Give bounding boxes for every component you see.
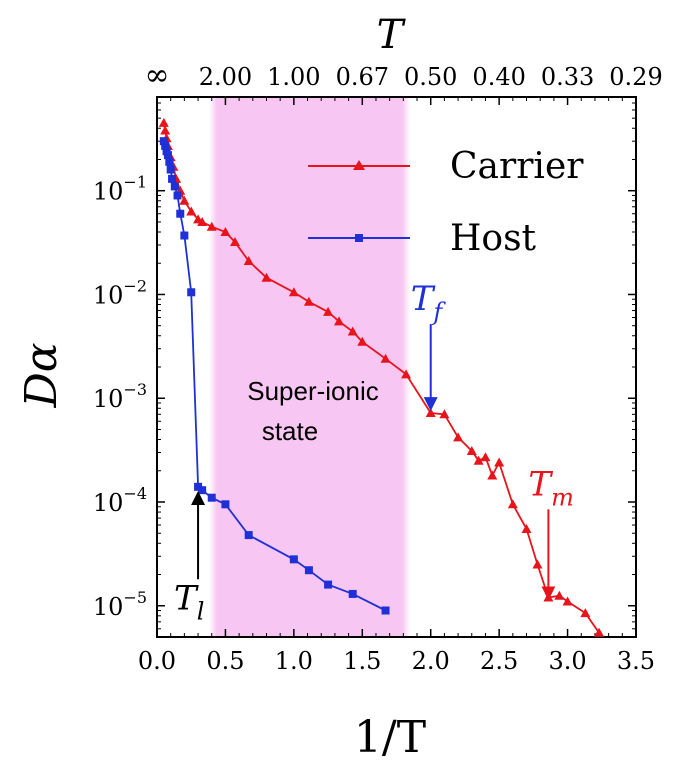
top-tick-label: 2.00: [199, 63, 252, 91]
point-carrier: [220, 227, 231, 236]
series-layer: [158, 117, 605, 637]
top-tick-label: 0.50: [404, 63, 457, 91]
point-carrier: [357, 336, 368, 346]
point-carrier: [439, 409, 450, 419]
x-axis-label: 1/T: [354, 712, 426, 763]
top-tick-label: 0.67: [336, 63, 389, 91]
annotations: Tl Tf Tm: [174, 279, 574, 625]
top-tick-label: 1.00: [267, 63, 320, 91]
top-axis-ticks: ∞ 2.00 1.00 0.67 0.50 0.40 0.33 0.29: [145, 58, 663, 105]
point-carrier: [480, 452, 491, 462]
legend-marker-carrier: [353, 160, 365, 170]
point-host: [348, 589, 357, 598]
point-carrier: [261, 272, 272, 282]
y-axis-ticks: 10−5 10−4 10−3 10−2 10−1: [93, 96, 636, 630]
point-carrier: [473, 455, 484, 465]
point-host: [163, 151, 172, 160]
point-host: [168, 174, 177, 183]
point-carrier: [158, 117, 169, 127]
legend-label-carrier: Carrier: [450, 146, 584, 187]
point-carrier: [186, 206, 197, 216]
point-carrier: [594, 627, 605, 637]
x-tick-label: 2.0: [412, 647, 450, 675]
point-carrier: [494, 457, 505, 467]
top-tick-label: 0.40: [472, 63, 525, 91]
y-tick-label: 10−1: [93, 173, 147, 206]
y-tick-label: 10−3: [93, 380, 147, 413]
point-host: [161, 141, 170, 150]
point-carrier: [580, 608, 591, 618]
x-tick-label: 0.0: [138, 647, 176, 675]
point-carrier: [487, 470, 498, 480]
point-carrier: [521, 523, 532, 533]
super-ionic-band: [209, 98, 411, 636]
point-host: [244, 531, 253, 540]
top-axis-label: T: [377, 12, 407, 58]
point-carrier: [380, 353, 391, 363]
point-carrier: [347, 326, 358, 336]
point-carrier: [425, 408, 436, 418]
point-host: [180, 231, 189, 240]
label-Tl: Tl: [174, 578, 204, 625]
point-carrier: [401, 369, 412, 379]
super-ionic-region: [209, 98, 411, 636]
point-carrier: [197, 216, 208, 226]
point-carrier: [323, 306, 334, 316]
legend-marker-host: [355, 234, 363, 242]
x-tick-label: 0.5: [206, 647, 244, 675]
point-carrier: [562, 596, 573, 606]
point-host: [165, 157, 174, 166]
point-carrier: [230, 237, 241, 247]
point-host: [381, 606, 390, 615]
legend-label-host: Host: [450, 218, 537, 259]
point-host: [304, 566, 313, 575]
y-tick-label: 10−2: [93, 276, 147, 309]
point-host: [221, 500, 230, 509]
top-tick-label: 0.33: [541, 63, 594, 91]
region-label-line1: Super-ionic: [247, 376, 379, 406]
x-tick-label: 2.5: [480, 647, 518, 675]
x-tick-label: 1.0: [275, 647, 313, 675]
point-carrier: [466, 446, 477, 456]
point-host: [187, 288, 196, 297]
legend: Carrier Host: [308, 146, 584, 259]
point-carrier: [554, 590, 565, 600]
point-host: [289, 555, 298, 564]
point-host: [324, 580, 333, 589]
y-axis-label: Dα: [16, 343, 67, 409]
top-tick-label: ∞: [145, 58, 170, 93]
label-Tf: Tf: [411, 279, 447, 326]
point-host: [170, 182, 179, 191]
point-carrier: [160, 125, 171, 135]
x-tick-label: 1.5: [343, 647, 381, 675]
y-tick-label: 10−4: [93, 484, 147, 517]
point-carrier: [288, 287, 299, 297]
point-host: [207, 493, 216, 502]
x-axis-ticks: 0.0 0.5 1.0 1.5 2.0 2.5 3.0 3.5: [138, 97, 655, 675]
x-tick-label: 3.0: [548, 647, 586, 675]
point-carrier: [303, 296, 314, 306]
y-tick-label: 10−5: [93, 588, 147, 621]
point-carrier: [206, 221, 217, 231]
point-carrier: [179, 195, 190, 205]
point-carrier: [507, 499, 518, 509]
top-tick-label: 0.29: [609, 63, 662, 91]
region-label-line2: state: [262, 416, 318, 446]
point-host: [166, 165, 175, 174]
x-tick-label: 3.5: [617, 647, 655, 675]
point-host: [173, 191, 182, 200]
point-carrier: [334, 316, 345, 326]
point-host: [159, 137, 168, 146]
label-Tm: Tm: [528, 464, 573, 511]
point-carrier: [453, 432, 464, 442]
point-carrier: [243, 256, 254, 266]
point-carrier: [532, 559, 543, 569]
point-host: [198, 486, 207, 495]
point-host: [194, 482, 203, 491]
point-host: [176, 209, 185, 218]
